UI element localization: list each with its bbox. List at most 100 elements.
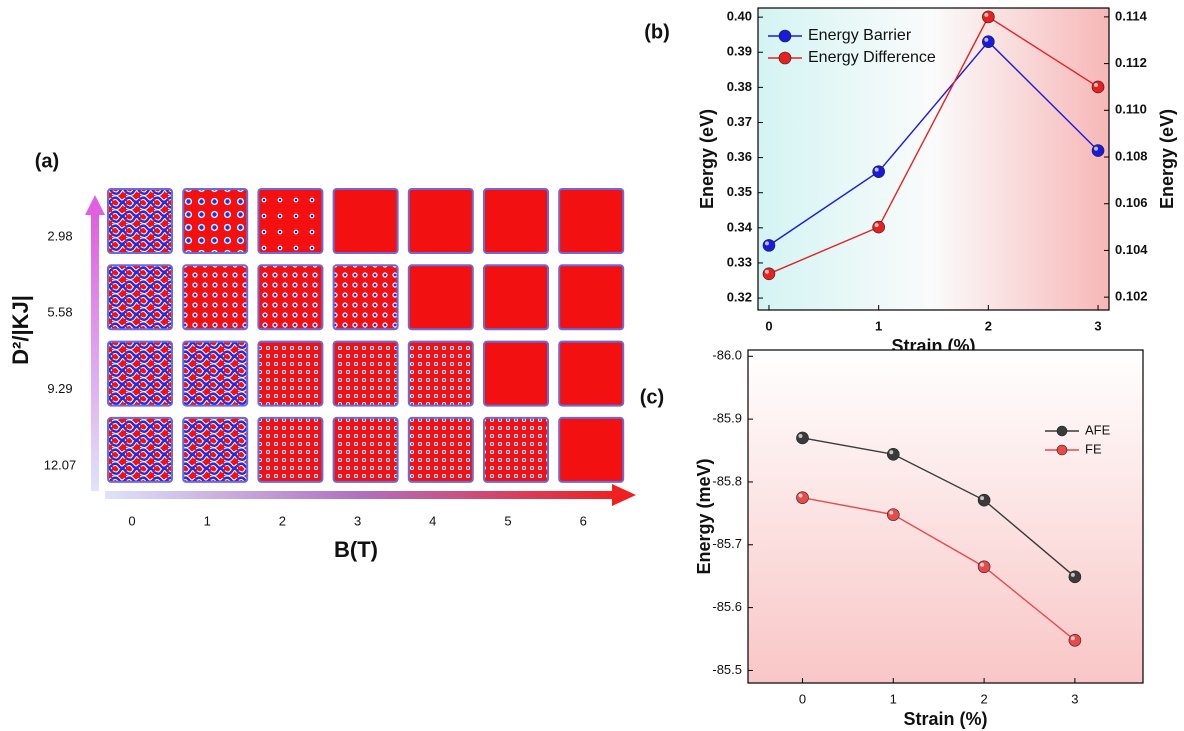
point-highlight: [798, 494, 802, 498]
point-highlight: [889, 450, 893, 454]
y-tick-label: 0.38: [727, 79, 752, 94]
x-tick-label: 0: [765, 318, 772, 333]
point-highlight: [1071, 573, 1075, 577]
point-highlight: [798, 434, 802, 438]
y-tick-label: 0.34: [727, 219, 753, 234]
legend-marker: [1057, 426, 1067, 436]
legend-marker: [779, 30, 791, 42]
y-tick-label: 0.32: [727, 289, 752, 304]
phase-image: [559, 418, 623, 482]
plot-background: [748, 350, 1143, 683]
point: [1092, 145, 1104, 157]
point-highlight: [984, 38, 988, 42]
phase-image: [183, 342, 247, 406]
point: [763, 268, 775, 280]
point-highlight: [984, 13, 988, 17]
phase-image: [409, 342, 473, 406]
y-tick-label: -85.6: [712, 599, 742, 614]
phase-image: [334, 265, 398, 329]
point: [982, 11, 994, 23]
y-tick-label: 0.36: [727, 149, 752, 164]
point: [796, 492, 808, 504]
y-tick-label: 0.35: [727, 184, 752, 199]
y-tick-label: -85.7: [712, 536, 742, 551]
point-highlight: [1094, 147, 1098, 151]
y-tick-label: -86.0: [712, 348, 742, 363]
point: [873, 166, 885, 178]
point-highlight: [765, 270, 769, 274]
x-category-label: 3: [354, 513, 361, 528]
vertical-arrow: [91, 215, 99, 491]
y-axis-title: Energy (meV): [694, 458, 714, 574]
y-tick-label: -85.8: [712, 473, 742, 488]
point: [873, 221, 885, 233]
panel-label: (c): [640, 386, 664, 408]
y2-tick-label: 0.114: [1115, 8, 1148, 23]
phase-image: [484, 189, 548, 253]
y-tick-label: -85.5: [712, 662, 742, 677]
x-tick-label: 2: [985, 318, 992, 333]
point: [887, 448, 899, 460]
x-axis-title: B(T): [334, 537, 378, 562]
horizontal-arrow: [105, 491, 615, 499]
y-tick-label: 0.39: [727, 44, 752, 59]
horizontal-arrowhead: [612, 484, 636, 506]
x-category-label: 6: [580, 513, 587, 528]
point-highlight: [1071, 636, 1075, 640]
x-category-label: 5: [504, 513, 511, 528]
legend-label: FE: [1085, 441, 1102, 456]
point-highlight: [875, 223, 879, 227]
y2-tick-label: 0.108: [1115, 148, 1148, 163]
phase-image: [258, 342, 322, 406]
phase-image: [559, 342, 623, 406]
phase-image: [108, 189, 172, 253]
x-category-label: 0: [128, 513, 135, 528]
phase-image: [334, 418, 398, 482]
point: [1069, 634, 1081, 646]
legend-marker: [1057, 445, 1067, 455]
x-tick-label: 3: [1071, 691, 1078, 706]
point: [796, 432, 808, 444]
x-category-label: 1: [204, 513, 211, 528]
y2-tick-label: 0.102: [1115, 289, 1148, 304]
phase-image: [409, 265, 473, 329]
phase-image: [409, 418, 473, 482]
y-category-label: 9.29: [47, 381, 72, 396]
y-tick-label: 0.40: [727, 9, 752, 24]
point-highlight: [875, 168, 879, 172]
panel-label: (a): [35, 150, 59, 172]
point-highlight: [980, 563, 984, 567]
point-highlight: [765, 241, 769, 245]
phase-image: [258, 189, 322, 253]
y-axis-title: Energy (eV): [697, 109, 717, 209]
phase-image: [484, 342, 548, 406]
x-tick-label: 1: [875, 318, 882, 333]
y2-axis-title: Energy (eV): [1157, 109, 1177, 209]
panel-label: (b): [644, 21, 670, 43]
phase-image: [258, 418, 322, 482]
point: [763, 239, 775, 251]
y-tick-label: 0.37: [727, 114, 752, 129]
point-highlight: [980, 496, 984, 500]
phase-image: [108, 418, 172, 482]
x-tick-label: 0: [799, 691, 806, 706]
x-tick-label: 1: [890, 691, 897, 706]
point: [1092, 81, 1104, 93]
y-category-label: 12.07: [44, 457, 77, 472]
y2-tick-label: 0.112: [1115, 55, 1147, 70]
phase-image: [183, 265, 247, 329]
phase-image: [484, 418, 548, 482]
x-category-label: 2: [279, 513, 286, 528]
point: [978, 494, 990, 506]
x-axis-title: Strain (%): [903, 709, 987, 729]
phase-image: [334, 189, 398, 253]
y-axis-title: D²/|KJ|: [8, 295, 33, 365]
phase-image: [108, 265, 172, 329]
phase-image: [484, 265, 548, 329]
y-category-label: 2.98: [47, 228, 72, 243]
point-highlight: [1094, 83, 1098, 87]
phase-image: [409, 189, 473, 253]
x-tick-label: 2: [980, 691, 987, 706]
vertical-arrowhead: [85, 195, 105, 215]
figure: (a)2.985.589.2912.070123456B(T)D²/|KJ|(b…: [0, 0, 1184, 731]
